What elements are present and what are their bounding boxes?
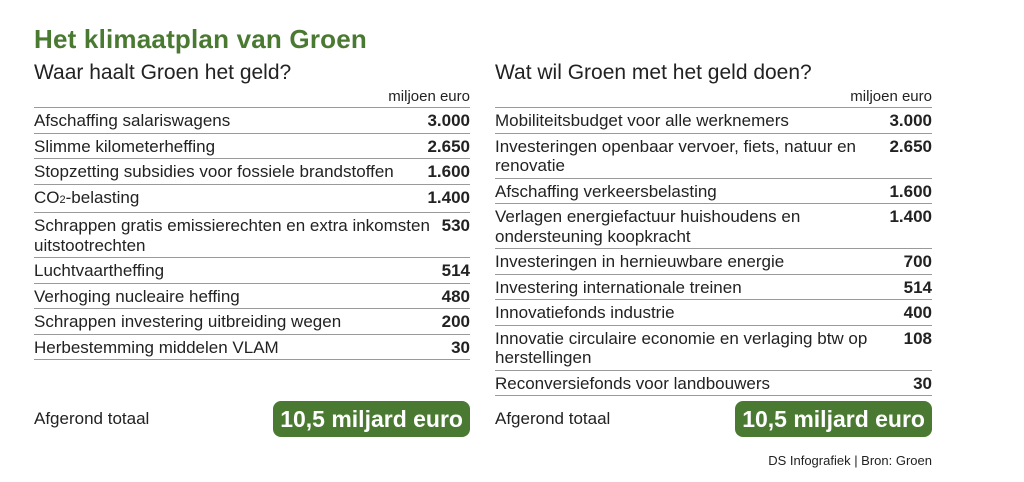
row-label: Investeringen openbaar vervoer, fiets, n… xyxy=(495,136,857,176)
income-column: Waar haalt Groen het geld? miljoen euro … xyxy=(34,60,470,360)
table-row: Investeringen in hernieuwbare energie 70… xyxy=(495,249,932,275)
table-row: Mobiliteitsbudget voor alle werknemers 3… xyxy=(495,108,932,134)
row-label: Innovatie circulaire economie en verlagi… xyxy=(495,328,868,368)
table-row: Herbestemming middelen VLAM 30 xyxy=(34,335,470,360)
row-label: Schrappen gratis emissierechten en extra… xyxy=(34,216,430,255)
row-value: 108 xyxy=(903,328,932,348)
row-label: CO2-belasting xyxy=(34,188,427,211)
table-row: Luchtvaartheffing 514 xyxy=(34,258,470,284)
row-label: Herbestemming middelen VLAM xyxy=(34,337,279,357)
co2-prefix: CO xyxy=(34,187,60,207)
total-badge: 10,5 miljard euro xyxy=(735,401,932,437)
table-row: Verlagen energiefactuur huishoudens en o… xyxy=(495,204,932,249)
table-row: Investeringen openbaar vervoer, fiets, n… xyxy=(495,134,932,179)
row-label: Verlagen energiefactuur huishoudens en o… xyxy=(495,207,801,246)
income-total: Afgerond totaal 10,5 miljard euro xyxy=(34,401,470,437)
income-unit-label: miljoen euro xyxy=(388,88,470,105)
row-label: Investering internationale treinen xyxy=(495,277,742,297)
row-label: Verhoging nucleaire heffing xyxy=(34,286,240,306)
row-label: Reconversiefonds voor landbouwers xyxy=(495,373,770,393)
row-value: 30 xyxy=(451,337,470,357)
row-label: Mobiliteitsbudget voor alle werknemers xyxy=(495,111,789,130)
row-value: 3.000 xyxy=(889,111,932,130)
table-row: Stopzetting subsidies voor fossiele bran… xyxy=(34,159,470,185)
spending-unit-label: miljoen euro xyxy=(850,88,932,105)
co2-subscript: 2 xyxy=(59,193,66,206)
row-label: Schrappen investering uitbreiding wegen xyxy=(34,312,342,331)
row-value: 1.600 xyxy=(889,181,932,201)
row-value: 1.400 xyxy=(889,207,932,226)
row-label: Afschaffing salariswagens xyxy=(34,111,231,130)
income-subtitle: Waar haalt Groen het geld? xyxy=(34,61,292,84)
row-value: 700 xyxy=(903,252,932,271)
row-label: Innovatiefonds industrie xyxy=(495,303,675,322)
spending-table: Mobiliteitsbudget voor alle werknemers 3… xyxy=(495,107,932,396)
spending-total: Afgerond totaal 10,5 miljard euro xyxy=(495,401,932,437)
row-label: Stopzetting subsidies voor fossiele bran… xyxy=(34,162,394,181)
table-row: Schrappen gratis emissierechten en extra… xyxy=(34,213,470,258)
row-value: 514 xyxy=(903,277,932,297)
table-row: Innovatiefonds industrie 400 xyxy=(495,300,932,326)
spending-column: Wat wil Groen met het geld doen? miljoen… xyxy=(495,60,932,396)
row-value: 3.000 xyxy=(427,111,470,130)
row-value: 1.400 xyxy=(427,187,470,207)
table-row: Schrappen investering uitbreiding wegen … xyxy=(34,309,470,335)
row-label: Investeringen in hernieuwbare energie xyxy=(495,252,785,271)
row-value: 2.650 xyxy=(427,136,470,156)
spending-subtitle: Wat wil Groen met het geld doen? xyxy=(495,61,812,84)
row-value: 400 xyxy=(903,303,932,322)
row-value: 2.650 xyxy=(889,136,932,156)
row-value: 200 xyxy=(441,312,470,331)
row-value: 30 xyxy=(913,373,932,393)
row-label: Afschaffing verkeersbelasting xyxy=(495,181,717,201)
total-label: Afgerond totaal xyxy=(34,409,150,428)
row-label: Slimme kilometerheffing xyxy=(34,136,216,156)
row-value: 480 xyxy=(441,286,470,306)
table-row: Afschaffing salariswagens 3.000 xyxy=(34,108,470,134)
page-title: Het klimaatplan van Groen xyxy=(34,24,367,54)
table-row: Afschaffing verkeersbelasting 1.600 xyxy=(495,179,932,204)
income-table: Afschaffing salariswagens 3.000 Slimme k… xyxy=(34,107,470,360)
row-value: 530 xyxy=(441,216,470,235)
co2-suffix: -belasting xyxy=(65,187,140,207)
table-row: Reconversiefonds voor landbouwers 30 xyxy=(495,371,932,396)
table-row: Investering internationale treinen 514 xyxy=(495,275,932,300)
table-row: Slimme kilometerheffing 2.650 xyxy=(34,134,470,159)
row-value: 514 xyxy=(441,261,470,280)
table-row: Verhoging nucleaire heffing 480 xyxy=(34,284,470,309)
total-label: Afgerond totaal xyxy=(495,409,611,428)
source-credit: DS Infografiek | Bron: Groen xyxy=(768,453,932,468)
row-value: 1.600 xyxy=(427,162,470,181)
row-label: Luchtvaartheffing xyxy=(34,261,165,280)
total-badge: 10,5 miljard euro xyxy=(273,401,470,437)
table-row: Innovatie circulaire economie en verlagi… xyxy=(495,326,932,371)
table-row: CO2-belasting 1.400 xyxy=(34,185,470,213)
